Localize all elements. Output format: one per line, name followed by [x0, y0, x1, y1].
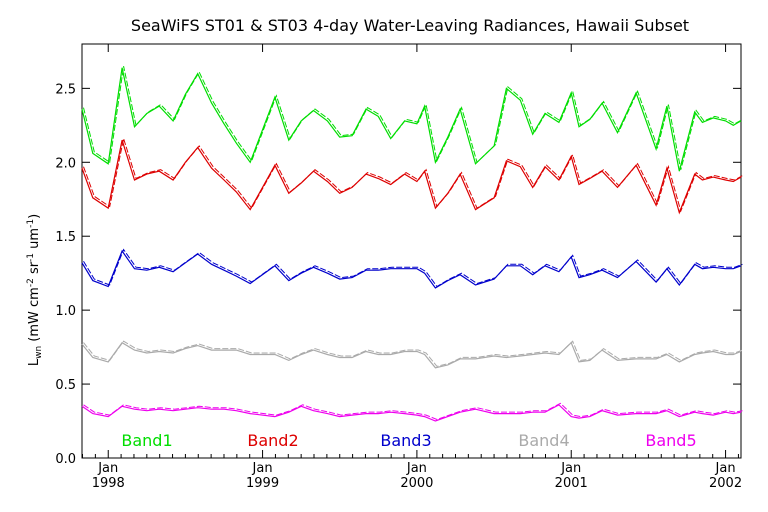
series-line-band1-st03	[83, 66, 743, 170]
x-tick-year: 1999	[246, 476, 279, 491]
series-lines	[81, 66, 743, 422]
y-tick-label: 1.0	[55, 304, 76, 319]
y-tick-label: 2.0	[55, 156, 76, 171]
y-axis: 0.0 0.5 1.0 1.5 2.0 2.5	[55, 82, 741, 467]
series-line-band4	[81, 341, 742, 369]
x-tick-year: 1998	[92, 476, 125, 491]
legend: Band1 Band2 Band3 Band4 Band5	[121, 431, 696, 450]
x-tick-month: Jan	[715, 461, 736, 476]
legend-band3: Band3	[380, 431, 431, 450]
x-tick-month: Jan	[97, 461, 118, 476]
x-tick-year: 2000	[400, 476, 433, 491]
legend-band1: Band1	[121, 431, 172, 450]
y-tick-label: 0.5	[55, 378, 76, 393]
x-tick-month: Jan	[560, 461, 581, 476]
y-tick-label: 0.0	[55, 452, 76, 467]
y-tick-label: 1.5	[55, 230, 76, 245]
series-line-band2-st03	[83, 138, 743, 213]
legend-band4: Band4	[518, 431, 569, 450]
series-line-band5-st03	[83, 402, 743, 421]
y-tick-label: 2.5	[55, 82, 76, 97]
y-axis-label: Lwn (mW cm-2 sr-1 um-1)	[26, 214, 44, 366]
series-line-band3-st03	[83, 248, 743, 288]
series-line-band4-st03	[83, 340, 743, 367]
x-tick-month: Jan	[252, 461, 273, 476]
plot-frame	[81, 43, 742, 459]
legend-band5: Band5	[645, 431, 696, 450]
series-line-band3	[81, 249, 742, 289]
legend-band2: Band2	[247, 431, 298, 450]
chart-title: SeaWiFS ST01 & ST03 4-day Water-Leaving …	[131, 16, 689, 35]
x-tick-year: 2001	[555, 476, 588, 491]
x-tick-year: 2002	[709, 476, 742, 491]
series-line-band5	[81, 404, 742, 422]
series-line-band2	[81, 139, 742, 215]
x-tick-month: Jan	[406, 461, 427, 476]
series-line-band1	[81, 67, 742, 172]
